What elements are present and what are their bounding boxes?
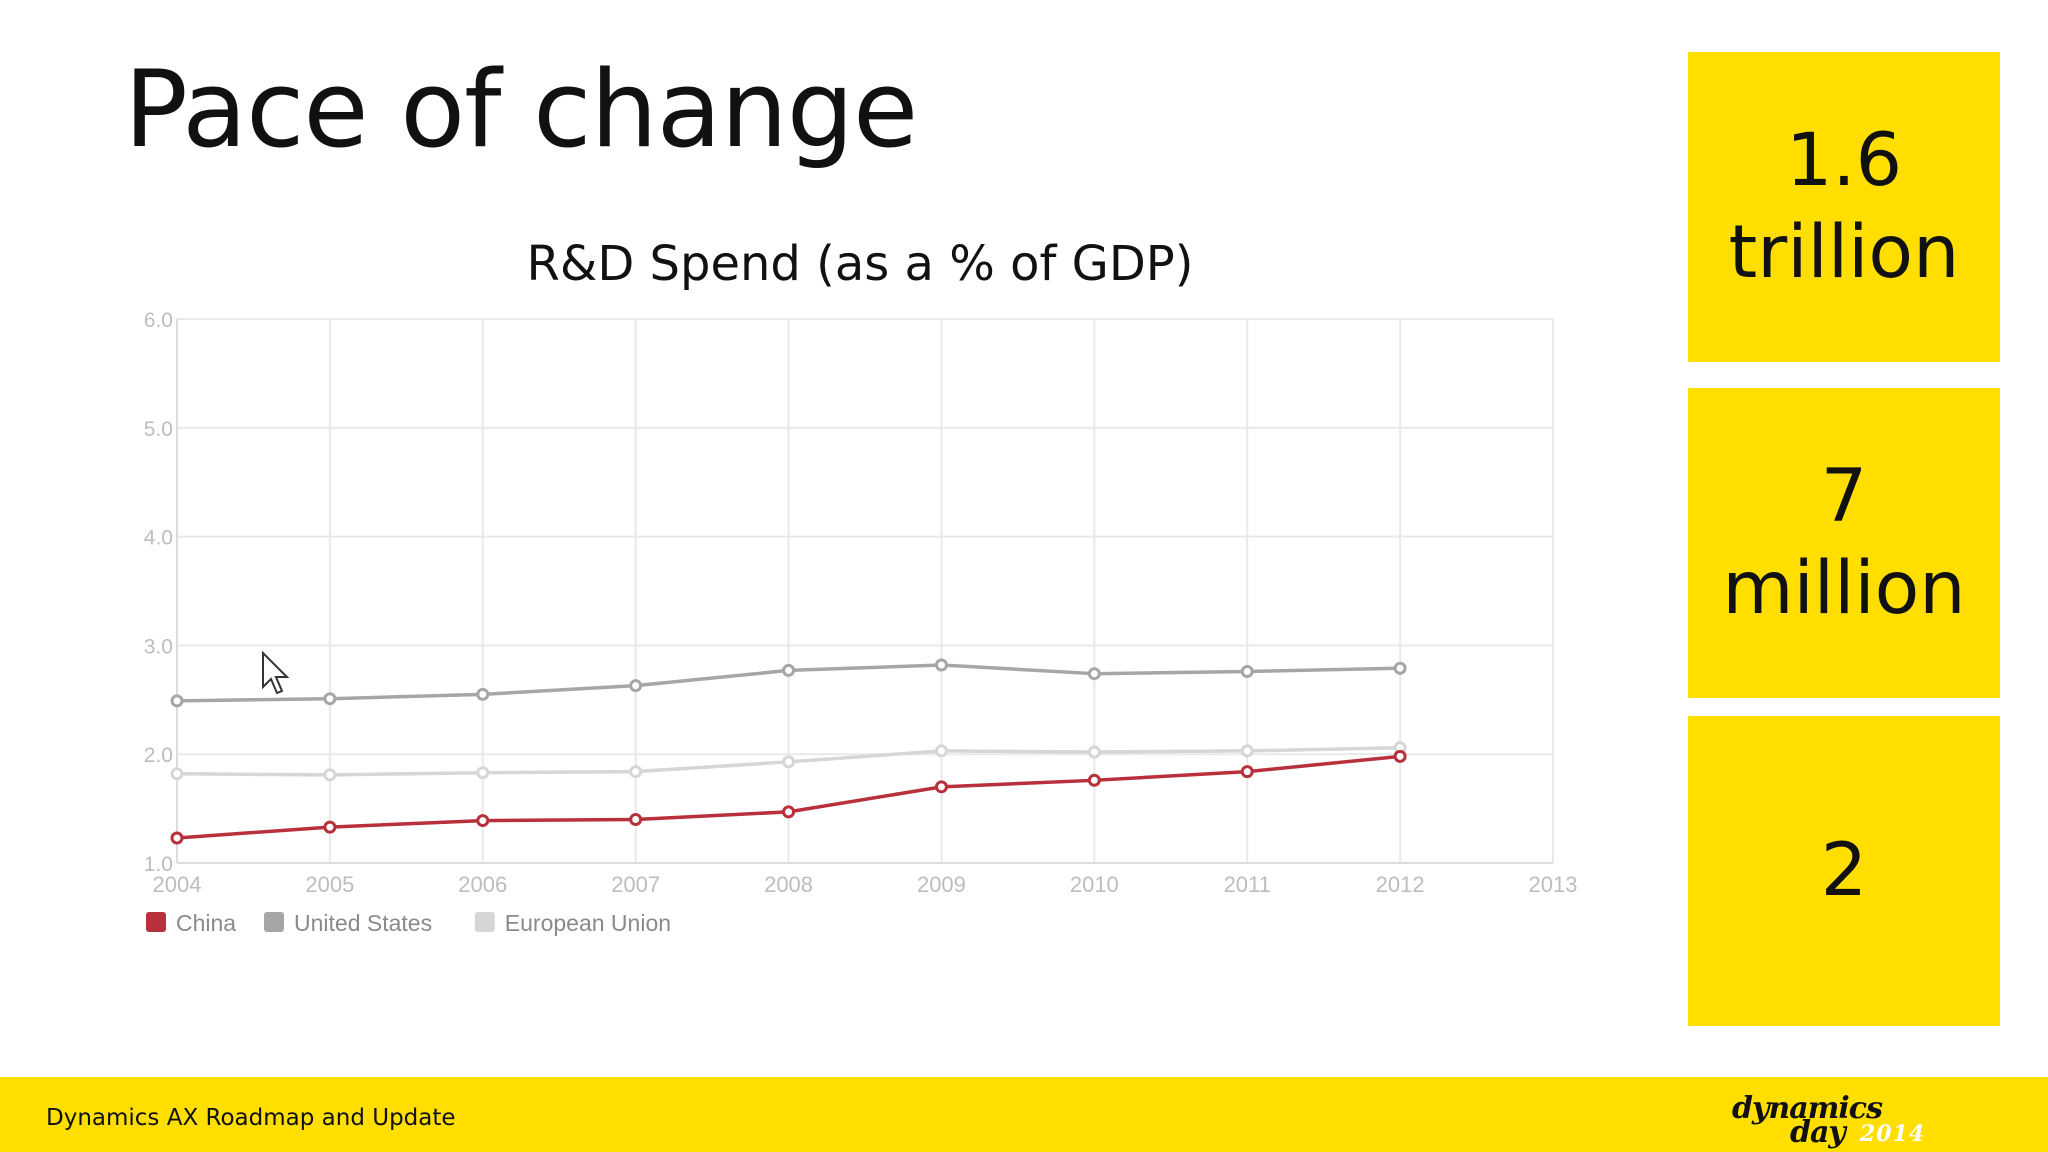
y-tick-label: 5.0 (144, 418, 173, 441)
y-tick-label: 2.0 (144, 744, 173, 767)
data-point (782, 755, 796, 769)
footer-text: Dynamics AX Roadmap and Update (46, 1105, 456, 1131)
stat-text-1: 1.6 trillion (1728, 118, 1960, 295)
x-tick-label: 2013 (1529, 872, 1578, 897)
x-tick-label: 2010 (1070, 872, 1119, 897)
stat-card-2: 7 million (1688, 388, 2000, 698)
data-point (934, 780, 948, 794)
data-point (170, 694, 184, 708)
data-point (476, 766, 490, 780)
x-tick-label: 2006 (458, 872, 507, 897)
logo-line1: dynamics (1732, 1091, 1883, 1126)
data-point (1087, 745, 1101, 759)
x-tick-label: 2008 (764, 872, 813, 897)
footer-bar: Dynamics AX Roadmap and Update dynamics … (0, 1077, 2048, 1152)
data-point (1240, 665, 1254, 679)
x-tick-label: 2009 (917, 872, 966, 897)
data-point (782, 663, 796, 677)
mouse-pointer-icon (262, 650, 290, 695)
data-point (1393, 749, 1407, 763)
y-tick-label: 1.0 (144, 853, 173, 876)
data-point (323, 692, 337, 706)
logo-line2: day (1790, 1115, 1846, 1150)
slide-title: Pace of change (124, 48, 918, 171)
data-point (476, 687, 490, 701)
dynamics-day-logo: dynamics day 2014 (1732, 1091, 1942, 1150)
data-point (782, 805, 796, 819)
y-tick-label: 3.0 (144, 635, 173, 658)
data-point (629, 679, 643, 693)
stat-card-1: 1.6 trillion (1688, 52, 2000, 362)
y-tick-label: 4.0 (144, 527, 173, 550)
x-tick-label: 2004 (153, 872, 202, 897)
legend-swatch (264, 912, 284, 932)
data-point (1393, 661, 1407, 675)
data-point (170, 831, 184, 845)
data-point (1087, 667, 1101, 681)
legend-label: China (176, 910, 236, 936)
cursor-arrow (262, 650, 290, 695)
data-point (476, 814, 490, 828)
data-point (1087, 773, 1101, 787)
x-tick-label: 2011 (1224, 872, 1271, 897)
legend-swatch (474, 912, 495, 932)
data-point (1240, 765, 1254, 779)
x-tick-label: 2007 (611, 872, 660, 897)
x-tick-label: 2005 (305, 872, 354, 897)
logo-year: 2014 (1860, 1121, 1926, 1147)
data-point (323, 768, 337, 782)
data-point (1240, 744, 1254, 758)
stat-text-3: 2 (1820, 828, 1868, 913)
data-point (629, 765, 643, 779)
legend-swatch (146, 912, 166, 932)
data-point (170, 767, 184, 781)
legend-label: European Union (505, 910, 671, 936)
data-point (934, 658, 948, 672)
y-tick-label: 6.0 (144, 309, 173, 332)
data-point (934, 744, 948, 758)
stat-text-2: 7 million (1722, 454, 1966, 631)
chart-title: R&D Spend (as a % of GDP) (526, 236, 1194, 292)
stat-card-3: 2 (1688, 716, 2000, 1026)
x-tick-label: 2012 (1376, 872, 1425, 897)
data-point (323, 820, 337, 834)
legend-label: United States (294, 910, 432, 936)
data-point (629, 812, 643, 826)
